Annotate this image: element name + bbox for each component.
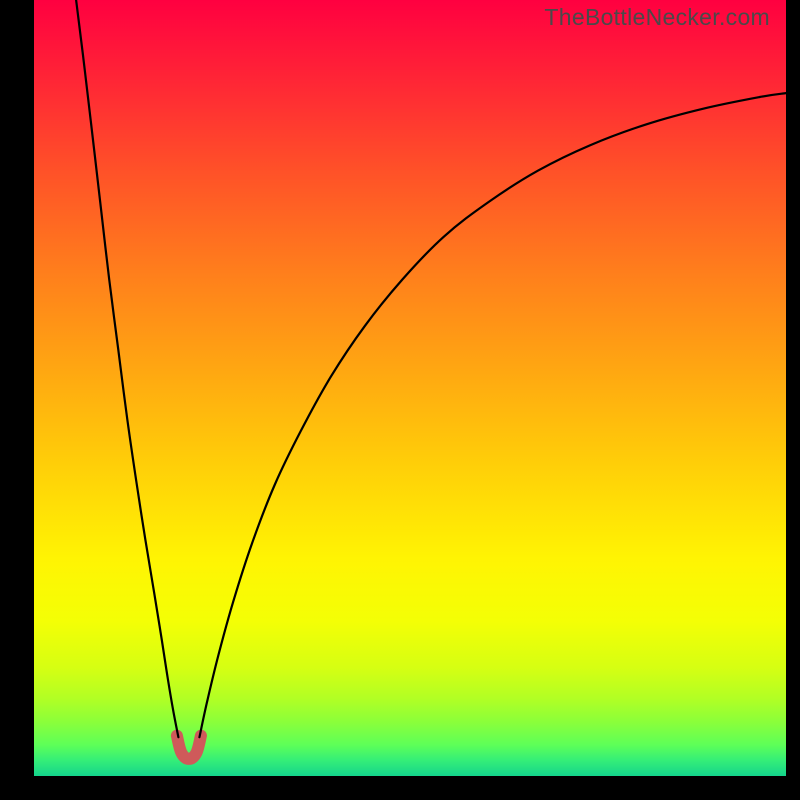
trough-marker: [177, 736, 201, 759]
chart-frame: TheBottleNecker.com: [0, 0, 800, 800]
curve-right: [199, 93, 786, 737]
curve-layer: [34, 0, 786, 776]
curve-left: [76, 0, 178, 737]
plot-area: TheBottleNecker.com: [34, 0, 786, 776]
